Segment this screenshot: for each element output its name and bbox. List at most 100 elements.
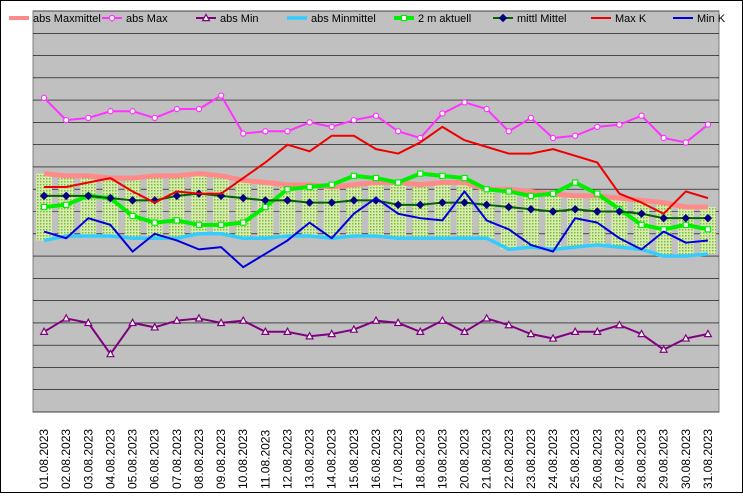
x-tick-label: 28.08.2023 — [635, 429, 649, 489]
x-tick-label: 03.08.2023 — [81, 429, 95, 489]
data-point — [549, 190, 557, 197]
data-point — [261, 196, 270, 205]
range-bar — [390, 182, 407, 239]
data-point — [527, 192, 535, 200]
range-bar — [500, 189, 517, 250]
range-bar — [545, 193, 561, 250]
data-point — [505, 188, 512, 195]
x-tick-label: 27.08.2023 — [612, 429, 626, 489]
data-point — [327, 329, 337, 338]
data-point — [393, 200, 403, 210]
data-point — [400, 14, 408, 22]
data-point — [416, 200, 425, 210]
data-point — [150, 322, 160, 331]
data-point — [328, 123, 335, 131]
x-tick-label: 11.08.2023 — [258, 430, 272, 489]
x-tick-label: 07.08.2023 — [170, 429, 184, 489]
legend-item: 2 m aktuell — [394, 13, 471, 25]
legend-item: mittl Mittel — [493, 13, 567, 25]
data-point — [483, 186, 490, 193]
x-tick-label: 17.08.2023 — [391, 429, 405, 489]
x-tick-label: 15.08.2023 — [347, 429, 361, 489]
data-point — [62, 201, 70, 209]
data-point — [637, 209, 646, 218]
data-point — [217, 221, 225, 229]
data-point — [372, 174, 380, 182]
data-point — [151, 114, 158, 122]
data-point — [548, 333, 558, 342]
data-point — [393, 318, 403, 327]
data-point — [394, 128, 402, 135]
data-point — [482, 200, 491, 210]
x-tick-label: 12.08.2023 — [280, 429, 294, 489]
range-bar — [589, 195, 606, 245]
data-point — [61, 191, 71, 201]
data-point — [106, 349, 115, 358]
legend-item: abs Maxmittel — [9, 13, 101, 25]
legend-label: 2 m aktuell — [418, 13, 471, 25]
data-point — [704, 121, 712, 128]
data-point — [128, 318, 137, 327]
x-tick-label: 05.08.2023 — [126, 429, 140, 489]
x-tick-label: 29.08.2023 — [657, 429, 671, 489]
data-point — [615, 207, 624, 216]
data-point — [371, 315, 381, 324]
x-tick-label: 19.08.2023 — [435, 429, 449, 489]
series-line — [43, 190, 709, 269]
series-abs-max — [40, 92, 712, 146]
x-tick-label: 06.08.2023 — [148, 429, 162, 489]
data-point — [703, 329, 713, 338]
legend-item: Min K — [673, 13, 726, 25]
data-point — [61, 313, 71, 322]
range-bar — [522, 191, 539, 248]
data-point — [704, 226, 712, 233]
data-point — [548, 207, 558, 216]
series-min-k — [43, 190, 709, 269]
data-point — [549, 134, 557, 142]
data-point — [129, 108, 136, 115]
series-abs-minmittel — [43, 232, 709, 258]
data-point — [328, 181, 335, 188]
data-point — [593, 207, 602, 216]
range-bar — [478, 189, 495, 239]
x-tick-label: 16.08.2023 — [369, 429, 383, 489]
data-point — [439, 172, 446, 180]
data-point — [240, 130, 247, 137]
data-point — [571, 179, 579, 186]
data-point — [201, 13, 211, 22]
x-tick-label: 18.08.2023 — [413, 429, 427, 489]
data-point — [659, 213, 668, 223]
data-point — [594, 123, 601, 131]
data-point — [483, 105, 490, 113]
data-point — [526, 329, 536, 338]
data-point — [504, 202, 513, 212]
data-point — [106, 193, 115, 203]
data-point — [616, 121, 623, 128]
legend-label: abs Min — [220, 13, 259, 25]
range-bar — [257, 182, 274, 239]
x-tick-label: 09.08.2023 — [214, 429, 228, 489]
data-point — [262, 203, 269, 211]
data-point — [262, 128, 269, 135]
data-point — [638, 112, 645, 119]
x-tick-label: 25.08.2023 — [568, 429, 582, 489]
data-point — [372, 112, 380, 119]
range-bar — [677, 207, 694, 257]
data-point — [62, 116, 70, 124]
data-point — [415, 326, 425, 335]
data-point — [527, 114, 535, 122]
legend-label: abs Max — [126, 13, 168, 25]
range-bar — [323, 186, 340, 239]
data-point — [460, 198, 469, 207]
data-point — [284, 128, 291, 135]
data-point — [505, 128, 512, 135]
data-point — [84, 191, 93, 201]
data-point — [108, 14, 116, 22]
data-point — [571, 132, 579, 139]
data-point — [172, 315, 182, 324]
range-bar — [80, 175, 97, 237]
data-point — [217, 92, 225, 99]
series-line — [44, 125, 709, 215]
